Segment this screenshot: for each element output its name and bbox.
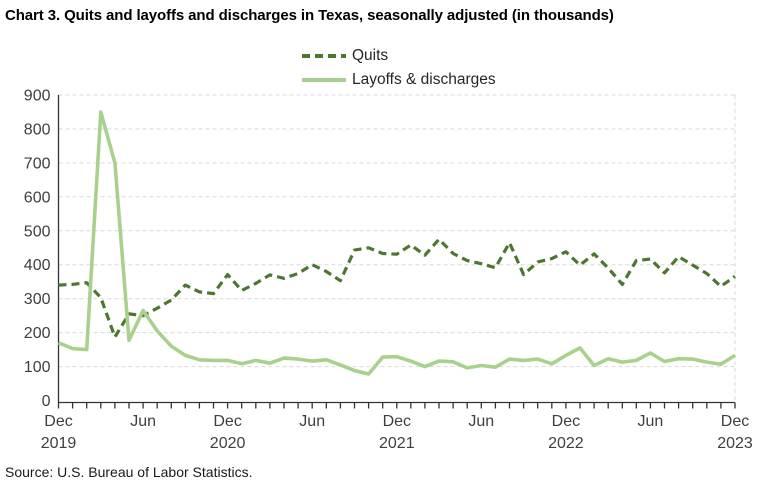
x-axis-month-label: Dec	[552, 413, 580, 430]
y-axis-label: 700	[24, 155, 51, 172]
x-axis-month-label: Jun	[130, 413, 156, 430]
x-axis-month-label: Jun	[299, 413, 325, 430]
y-axis-label: 500	[24, 223, 51, 240]
x-axis-month-label: Dec	[383, 413, 411, 430]
y-axis-label: 300	[24, 291, 51, 308]
quits-dashed-line-icon	[302, 54, 346, 58]
layoffs-solid-line-icon	[302, 78, 346, 82]
x-axis-year-label: 2021	[379, 435, 415, 452]
y-axis-label: 900	[24, 88, 51, 105]
layoffs-line	[57, 110, 736, 376]
chart-title: Chart 3. Quits and layoffs and discharge…	[5, 7, 614, 24]
y-axis-label: 0	[42, 393, 51, 410]
legend: Quits Layoffs & discharges	[302, 44, 496, 92]
y-axis-label: 600	[24, 189, 51, 206]
x-axis-year-label: 2019	[41, 435, 77, 452]
x-axis-year-label: 2020	[210, 435, 246, 452]
legend-label-quits: Quits	[352, 47, 389, 64]
legend-item-layoffs: Layoffs & discharges	[302, 68, 496, 92]
chart-svg: 0 100 200 300 400 500 600 700 800 900 Dec 2019 Jun De…	[24, 88, 753, 453]
y-axis-label: 400	[24, 257, 51, 274]
legend-label-layoffs: Layoffs & discharges	[352, 71, 496, 88]
x-axis-month-label: Dec	[721, 413, 749, 430]
x-axis-year-label: 2022	[548, 435, 584, 452]
legend-item-quits: Quits	[302, 44, 496, 68]
x-axis-month-label: Jun	[638, 413, 664, 430]
y-axis-label: 100	[24, 359, 51, 376]
y-axis-label: 800	[24, 121, 51, 138]
x-axis-year-label: 2023	[717, 435, 753, 452]
source-note: Source: U.S. Bureau of Labor Statistics.	[5, 464, 253, 480]
y-axis-label: 200	[24, 325, 51, 342]
quits-line	[58, 237, 736, 339]
x-axis-month-label: Jun	[468, 413, 494, 430]
x-axis-month-label: Dec	[44, 413, 72, 430]
x-axis-month-label: Dec	[213, 413, 241, 430]
